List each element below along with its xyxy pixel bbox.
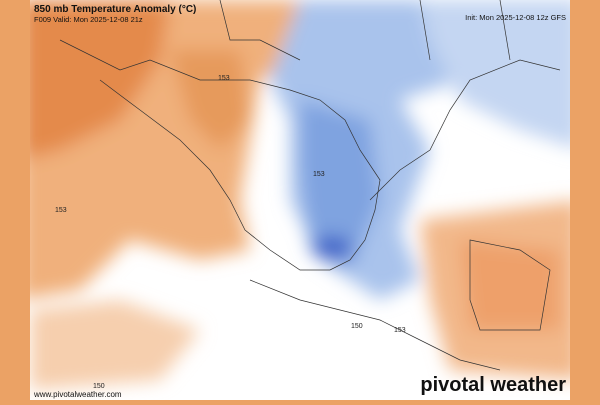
contour-label: 150 [93, 383, 105, 390]
cuba-region [469, 239, 551, 331]
contour-label: 153 [218, 75, 230, 82]
state-lines [219, 0, 511, 61]
logo: pivotal weather [420, 374, 566, 396]
gulf-coast [369, 59, 561, 201]
contour-labels: 153 153 153 150 153 150 [55, 75, 406, 390]
contour-label: 150 [351, 323, 363, 330]
contour-label: 153 [55, 207, 67, 214]
anomaly-shading [30, 0, 570, 390]
mexico-outline [59, 39, 381, 271]
init-time: Init: Mon 2025-12-08 12z GFS [465, 13, 566, 22]
url: www.pivotalweather.com [33, 390, 122, 399]
title: 850 mb Temperature Anomaly (°C) [34, 4, 196, 15]
valid-time: F009 Valid: Mon 2025-12-08 21z [34, 15, 143, 24]
central-america [249, 279, 501, 371]
borders [59, 0, 561, 371]
contour-label: 153 [394, 327, 406, 334]
contour-label: 153 [313, 171, 325, 178]
